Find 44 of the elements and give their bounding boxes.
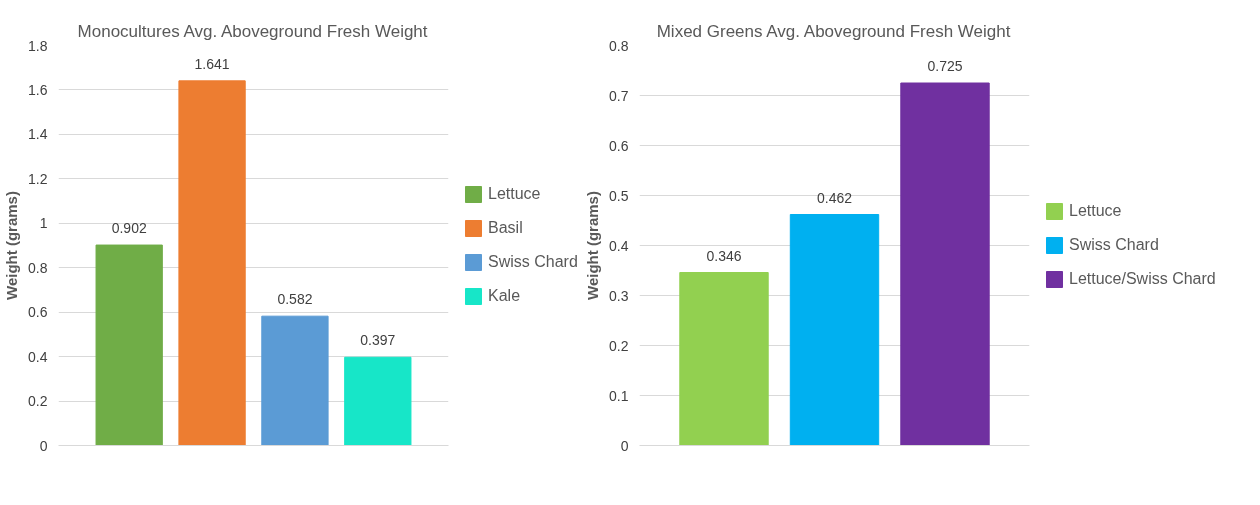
bar — [178, 80, 246, 446]
y-tick-label: 0.7 — [609, 87, 629, 104]
legend-label: Swiss Chard — [1069, 236, 1159, 254]
legend-label: Kale — [488, 287, 521, 305]
y-tick-label: 0.6 — [28, 304, 48, 321]
bar — [679, 272, 769, 446]
y-tick-label: 0.2 — [28, 393, 48, 410]
y-tick-label: 0.4 — [609, 237, 629, 254]
y-axis-title: Weight (grams) — [3, 191, 21, 300]
y-tick-label: 1.4 — [28, 126, 48, 143]
bar — [344, 356, 412, 446]
legend-label: Lettuce — [488, 185, 541, 203]
y-tick-label: 0.2 — [609, 337, 629, 354]
y-tick-label: 1.2 — [28, 170, 48, 187]
y-tick-label: 0.5 — [609, 187, 629, 204]
y-tick-label: 0.3 — [609, 287, 629, 304]
y-tick-label: 0.8 — [28, 259, 48, 276]
y-tick-label: 0 — [620, 437, 629, 454]
y-tick-label: 1 — [39, 215, 48, 232]
data-label: 0.725 — [927, 58, 963, 74]
y-tick-label: 0.6 — [609, 137, 629, 154]
y-tick-label: 0.1 — [609, 387, 629, 404]
bar — [261, 315, 329, 446]
bar — [789, 214, 880, 446]
legend-label: Lettuce/Swiss Chard — [1069, 270, 1216, 288]
y-tick-label: 1.8 — [28, 37, 48, 54]
legend-label: Basil — [488, 219, 523, 237]
y-axis-title: Weight (grams) — [584, 191, 602, 300]
legend-label: Lettuce — [1069, 202, 1122, 220]
bar — [900, 82, 990, 446]
chart-title: Mixed Greens Avg. Aboveground Fresh Weight — [656, 21, 1011, 41]
bar — [95, 244, 163, 446]
y-tick-label: 0.4 — [28, 348, 48, 365]
y-tick-label: 0 — [39, 437, 48, 454]
data-label: 0.397 — [360, 332, 396, 349]
data-label: 1.641 — [194, 55, 230, 72]
legend-label: Swiss Chard — [488, 253, 578, 271]
y-tick-label: 1.6 — [28, 81, 48, 98]
data-label: 0.582 — [277, 291, 313, 308]
y-tick-label: 0.8 — [609, 37, 629, 54]
data-label: 0.902 — [111, 220, 147, 237]
data-label: 0.462 — [816, 189, 853, 206]
data-label: 0.346 — [706, 247, 742, 264]
chart-title: Monocultures Avg. Aboveground Fresh Weight — [77, 21, 428, 41]
